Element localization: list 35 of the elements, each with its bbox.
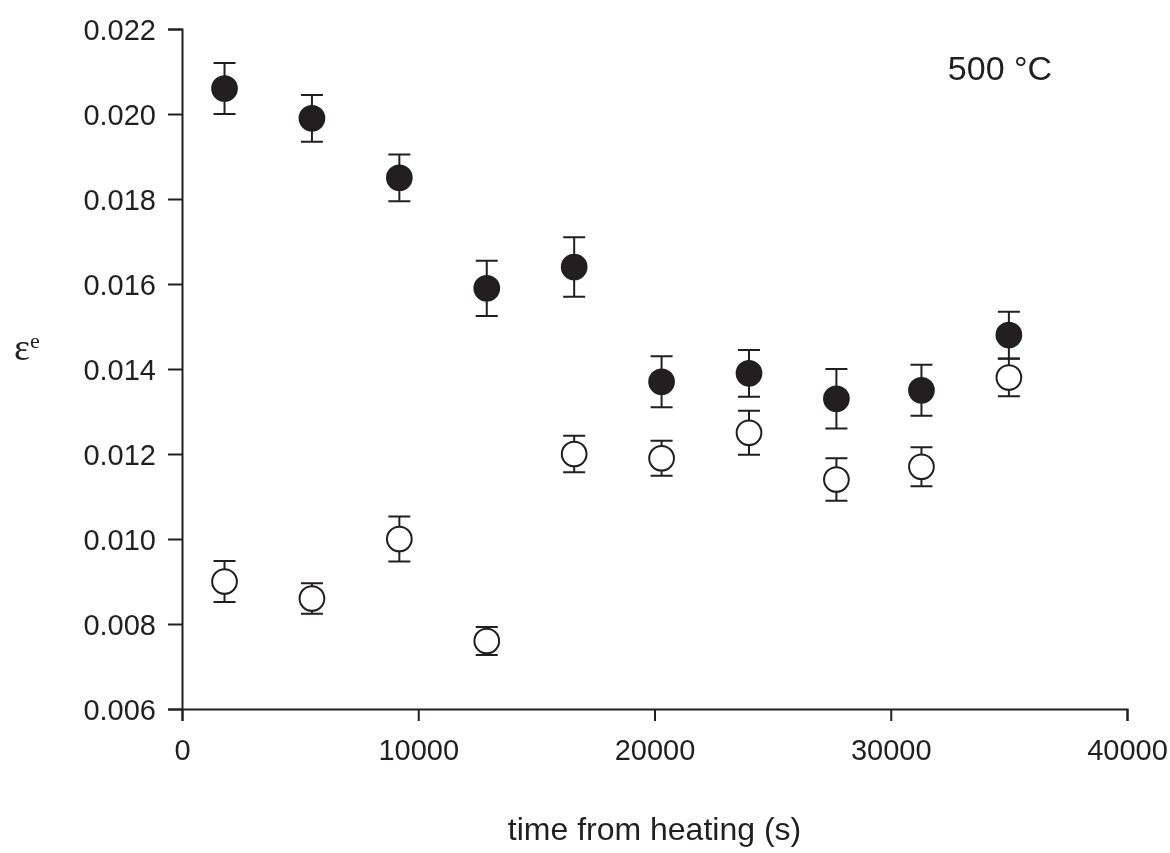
x-tick-label: 40000 — [1087, 733, 1168, 766]
point — [385, 525, 413, 553]
point — [648, 368, 675, 396]
point — [908, 376, 935, 404]
x-axis-title: time from heating (s) — [507, 811, 802, 847]
x-tick-label: 0 — [174, 733, 191, 766]
point — [823, 466, 850, 493]
y-tick-label: 0.020 — [83, 98, 156, 131]
y-axis-title: ε$^{e}$ — [14, 326, 40, 368]
point — [735, 419, 763, 447]
y-tick-label: 0.014 — [83, 353, 156, 386]
annotation: 500 °C — [947, 49, 1053, 87]
x-tick-label: 30000 — [850, 733, 932, 766]
point — [995, 364, 1023, 391]
point — [560, 440, 588, 468]
point — [908, 453, 935, 481]
y-tick-label: 0.018 — [83, 183, 156, 216]
point — [298, 104, 326, 132]
point — [560, 253, 588, 281]
point — [473, 274, 501, 302]
y-tick-label: 0.010 — [83, 523, 156, 556]
x-tick-label: 20000 — [614, 733, 696, 766]
x-tick-label: 10000 — [378, 733, 460, 766]
y-tick-label: 0.006 — [83, 693, 156, 726]
y-tick-label: 0.022 — [83, 13, 156, 46]
y-tick-label: 0.008 — [83, 608, 156, 641]
point — [385, 164, 413, 192]
point — [211, 75, 238, 102]
point — [823, 385, 850, 413]
point — [211, 568, 238, 595]
point — [735, 359, 763, 387]
point — [995, 321, 1023, 349]
y-tick-label: 0.016 — [83, 268, 156, 301]
y-tick-label: 0.012 — [83, 438, 156, 471]
point — [648, 444, 675, 472]
